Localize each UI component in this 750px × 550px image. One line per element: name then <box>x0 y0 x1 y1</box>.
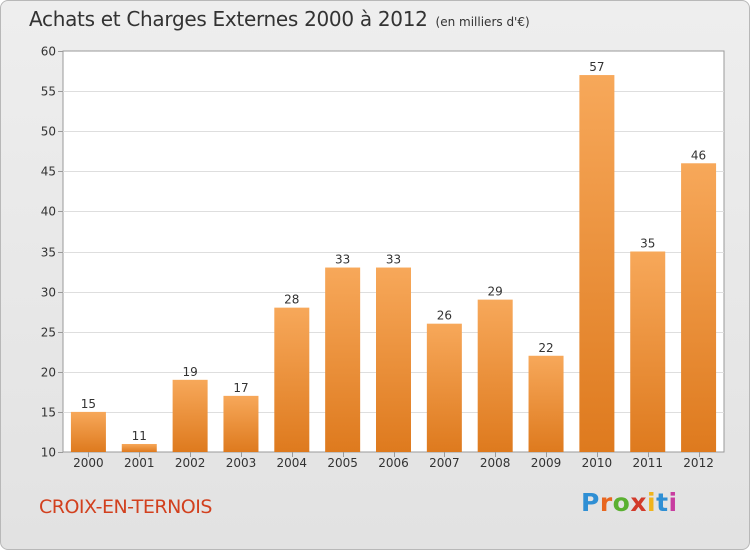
value-label-2002: 19 <box>182 365 197 379</box>
bar-2003 <box>223 395 259 452</box>
x-tick-label-2009: 2009 <box>531 456 562 470</box>
chart-subtitle: (en milliers d'€) <box>435 15 530 29</box>
logo-letter: t <box>656 488 669 517</box>
bar-2010 <box>579 75 615 452</box>
y-tick-label: 35 <box>41 246 56 260</box>
y-tick-label: 55 <box>41 85 56 99</box>
value-label-2005: 33 <box>335 253 350 267</box>
logo-letter: o <box>612 488 631 517</box>
y-tick-label: 10 <box>41 446 56 460</box>
x-tick-label-2006: 2006 <box>378 456 409 470</box>
value-label-2010: 57 <box>589 60 604 74</box>
y-tick-label: 25 <box>41 326 56 340</box>
bars <box>70 75 717 452</box>
value-label-2008: 29 <box>488 285 503 299</box>
x-axis-ticks: 2000 2001 2002 2003 2004 2005 2006 2007 2008 2009… <box>73 452 714 470</box>
value-label-2001: 11 <box>132 429 147 443</box>
bar-2000 <box>70 411 106 452</box>
commune-name: CROIX-EN-TERNOIS <box>39 496 212 518</box>
bar-2004 <box>274 307 310 452</box>
bar-2005 <box>325 267 361 452</box>
y-tick-label: 20 <box>41 366 56 380</box>
x-tick-label-2012: 2012 <box>683 456 714 470</box>
bar-2008 <box>477 299 513 452</box>
y-tick-label: 15 <box>41 406 56 420</box>
bar-2012 <box>681 163 717 452</box>
value-label-2003: 17 <box>233 381 248 395</box>
x-tick-label-2000: 2000 <box>73 456 104 470</box>
bar-2007 <box>426 323 462 452</box>
bar-2001 <box>121 443 157 452</box>
x-tick-label-2010: 2010 <box>582 456 613 470</box>
y-tick-label: 45 <box>41 165 56 179</box>
y-tick-label: 30 <box>41 286 56 300</box>
value-label-2004: 28 <box>284 293 299 307</box>
value-label-2009: 22 <box>538 341 553 355</box>
logo-letter: P <box>581 488 600 517</box>
y-tick-label: 50 <box>41 125 56 139</box>
chart-title: Achats et Charges Externes 2000 à 2012 <box>29 7 428 31</box>
logo-letter: i <box>647 488 657 517</box>
x-tick-label-2003: 2003 <box>226 456 257 470</box>
x-tick-label-2001: 2001 <box>124 456 155 470</box>
x-tick-label-2011: 2011 <box>632 456 663 470</box>
value-labels: 15 11 19 17 28 33 33 26 29 22 57 35 46 <box>81 60 706 443</box>
bar-2006 <box>376 267 411 452</box>
value-label-2006: 33 <box>386 253 401 267</box>
value-label-2000: 15 <box>81 397 96 411</box>
value-label-2012: 46 <box>691 148 706 162</box>
y-tick-label: 60 <box>41 45 56 59</box>
bar-2009 <box>528 355 564 452</box>
logo-letter: x <box>630 488 647 517</box>
x-tick-label-2005: 2005 <box>327 456 358 470</box>
proxiti-logo: Proxiti <box>581 488 678 517</box>
value-label-2011: 35 <box>640 237 655 251</box>
bar-2002 <box>172 379 208 452</box>
bar-2011 <box>630 251 666 452</box>
y-tick-label: 40 <box>41 205 56 219</box>
x-tick-label-2007: 2007 <box>429 456 460 470</box>
x-tick-label-2002: 2002 <box>175 456 206 470</box>
logo-letter: i <box>668 488 678 517</box>
x-tick-label-2008: 2008 <box>480 456 511 470</box>
value-label-2007: 26 <box>437 309 452 323</box>
chart-title-block: Achats et Charges Externes 2000 à 2012 (e… <box>29 7 530 31</box>
x-tick-label-2004: 2004 <box>277 456 308 470</box>
y-axis-ticks: 10 15 20 25 30 35 40 45 50 55 60 <box>41 45 63 460</box>
logo-letter: r <box>599 488 613 517</box>
